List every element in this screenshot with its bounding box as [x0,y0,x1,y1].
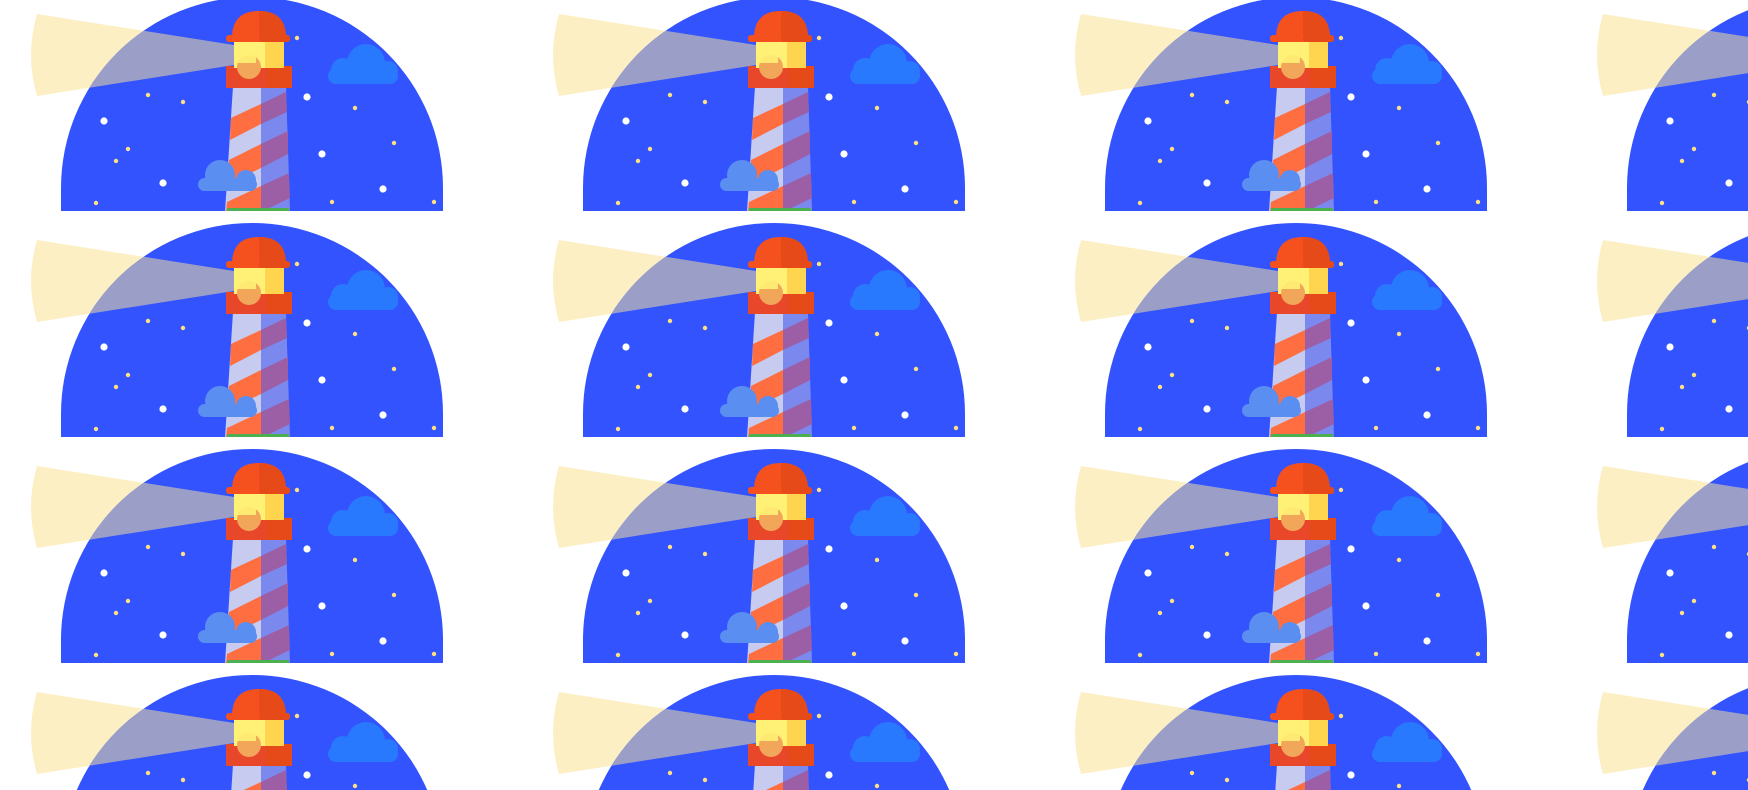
lighthouse-icon [31,675,443,790]
lighthouse-icon [31,449,443,664]
lighthouse-icon [1075,449,1487,664]
lighthouse-icon [1597,449,1748,664]
lighthouse-icon [553,0,965,212]
lighthouse-icon [553,675,965,790]
lighthouse-icon [31,223,443,438]
lighthouse-icon [1075,675,1487,790]
lighthouse-icon [1597,675,1748,790]
lighthouse-icon [1597,223,1748,438]
lighthouse-icon [553,449,965,664]
lighthouse-icon [1075,0,1487,212]
lighthouse-icon [1597,0,1748,212]
lighthouse-icon [31,0,443,212]
lighthouse-icon [553,223,965,438]
lighthouse-icon [1075,223,1487,438]
